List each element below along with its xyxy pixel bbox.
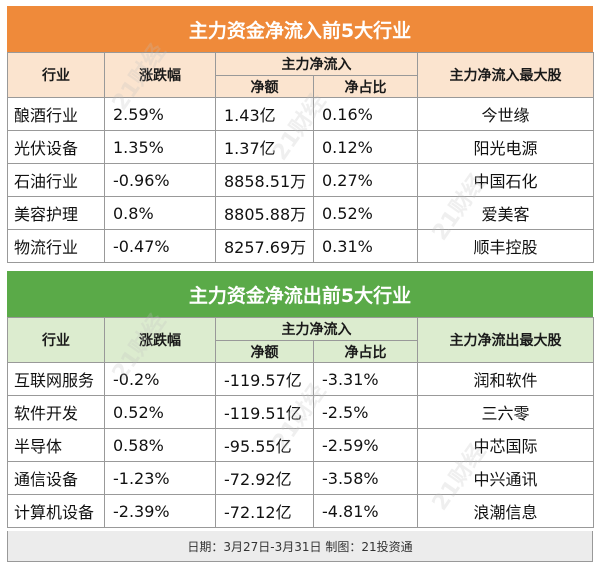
table-row: 光伏设备 1.35% 1.37亿 0.12% 阳光电源 — [7, 130, 594, 164]
table-row: 物流行业 -0.47% 8257.69万 0.31% 顺丰控股 — [7, 229, 594, 263]
outflow-title: 主力资金净流出前5大行业 — [7, 271, 593, 317]
net-ratio-cell: -2.5% — [313, 395, 418, 429]
net-ratio-cell: 0.31% — [313, 229, 418, 263]
top-stock-cell: 润和软件 — [417, 362, 594, 396]
industry-cell: 石油行业 — [7, 163, 105, 197]
change-cell: -0.2% — [104, 362, 216, 396]
net-amount-cell: 8805.88万 — [215, 196, 314, 230]
top-stock-cell: 三六零 — [417, 395, 594, 429]
industry-cell: 光伏设备 — [7, 130, 105, 164]
net-ratio-cell: -3.31% — [313, 362, 418, 396]
change-cell: -0.96% — [104, 163, 216, 197]
net-amount-cell: -95.55亿 — [215, 428, 314, 462]
inflow-title: 主力资金净流入前5大行业 — [7, 6, 593, 52]
header-net-ratio: 净占比 — [313, 340, 418, 363]
table-row: 半导体 0.58% -95.55亿 -2.59% 中芯国际 — [7, 428, 594, 462]
header-net-inflow-group: 主力净流入 — [215, 52, 418, 76]
top-stock-cell: 中兴通讯 — [417, 461, 594, 495]
header-net-amount: 净额 — [215, 75, 314, 98]
header-top-stock: 主力净流出最大股 — [417, 317, 594, 363]
net-amount-cell: 1.37亿 — [215, 130, 314, 164]
header-industry: 行业 — [7, 317, 105, 363]
top-stock-cell: 浪潮信息 — [417, 494, 594, 528]
industry-cell: 互联网服务 — [7, 362, 105, 396]
net-amount-cell: -119.51亿 — [215, 395, 314, 429]
net-amount-cell: 1.43亿 — [215, 97, 314, 131]
inflow-table: 行业 涨跌幅 主力净流入 主力净流入最大股 净额 净占比 酿酒行业 2.59% … — [7, 52, 594, 263]
top-stock-cell: 爱美客 — [417, 196, 594, 230]
industry-cell: 美容护理 — [7, 196, 105, 230]
change-cell: 0.58% — [104, 428, 216, 462]
table-row: 酿酒行业 2.59% 1.43亿 0.16% 今世缘 — [7, 97, 594, 131]
top-stock-cell: 中芯国际 — [417, 428, 594, 462]
table-row: 通信设备 -1.23% -72.92亿 -3.58% 中兴通讯 — [7, 461, 594, 495]
net-ratio-cell: 0.12% — [313, 130, 418, 164]
table-row: 计算机设备 -2.39% -72.12亿 -4.81% 浪潮信息 — [7, 494, 594, 528]
top-stock-cell: 今世缘 — [417, 97, 594, 131]
table-row: 美容护理 0.8% 8805.88万 0.52% 爱美客 — [7, 196, 594, 230]
industry-cell: 软件开发 — [7, 395, 105, 429]
net-amount-cell: -72.12亿 — [215, 494, 314, 528]
table-row: 互联网服务 -0.2% -119.57亿 -3.31% 润和软件 — [7, 362, 594, 396]
net-ratio-cell: 0.52% — [313, 196, 418, 230]
net-ratio-cell: 0.27% — [313, 163, 418, 197]
top-stock-cell: 中国石化 — [417, 163, 594, 197]
industry-cell: 计算机设备 — [7, 494, 105, 528]
net-ratio-cell: 0.16% — [313, 97, 418, 131]
net-amount-cell: 8858.51万 — [215, 163, 314, 197]
outflow-table: 行业 涨跌幅 主力净流入 主力净流出最大股 净额 净占比 互联网服务 -0.2%… — [7, 317, 594, 528]
change-cell: -2.39% — [104, 494, 216, 528]
net-ratio-cell: -3.58% — [313, 461, 418, 495]
header-top-stock: 主力净流入最大股 — [417, 52, 594, 98]
footer-caption: 日期：3月27日-3月31日 制图：21投资通 — [7, 531, 593, 562]
change-cell: 1.35% — [104, 130, 216, 164]
net-amount-cell: 8257.69万 — [215, 229, 314, 263]
change-cell: 0.8% — [104, 196, 216, 230]
top-stock-cell: 阳光电源 — [417, 130, 594, 164]
industry-cell: 酿酒行业 — [7, 97, 105, 131]
industry-cell: 物流行业 — [7, 229, 105, 263]
net-ratio-cell: -4.81% — [313, 494, 418, 528]
change-cell: 2.59% — [104, 97, 216, 131]
header-net-amount: 净额 — [215, 340, 314, 363]
net-ratio-cell: -2.59% — [313, 428, 418, 462]
header-change: 涨跌幅 — [104, 52, 216, 98]
net-amount-cell: -72.92亿 — [215, 461, 314, 495]
net-amount-cell: -119.57亿 — [215, 362, 314, 396]
header-change: 涨跌幅 — [104, 317, 216, 363]
header-industry: 行业 — [7, 52, 105, 98]
table-row: 石油行业 -0.96% 8858.51万 0.27% 中国石化 — [7, 163, 594, 197]
top-stock-cell: 顺丰控股 — [417, 229, 594, 263]
change-cell: -1.23% — [104, 461, 216, 495]
industry-cell: 通信设备 — [7, 461, 105, 495]
change-cell: -0.47% — [104, 229, 216, 263]
header-net-inflow-group: 主力净流入 — [215, 317, 418, 341]
change-cell: 0.52% — [104, 395, 216, 429]
table-row: 软件开发 0.52% -119.51亿 -2.5% 三六零 — [7, 395, 594, 429]
header-net-ratio: 净占比 — [313, 75, 418, 98]
industry-cell: 半导体 — [7, 428, 105, 462]
